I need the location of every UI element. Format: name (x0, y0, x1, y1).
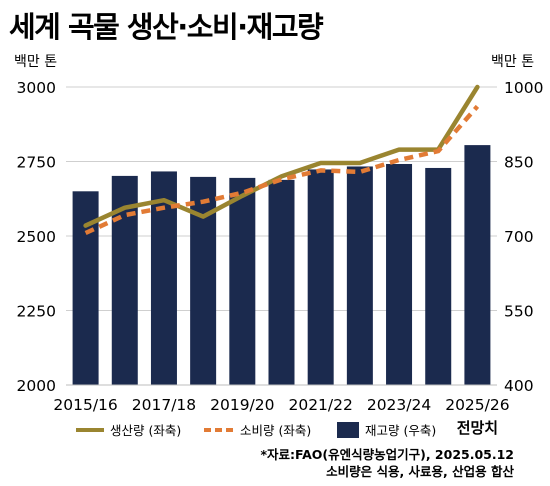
x-tick-label: 2015/16 (53, 396, 117, 414)
source-line-1: *자료:FAO(유엔식량농업기구), 2025.05.12 (260, 447, 514, 462)
y-left-unit-label: 백만 톤 (14, 54, 57, 70)
x-tick-label: 2019/20 (210, 396, 274, 414)
bar (268, 179, 295, 385)
line-series (83, 84, 480, 236)
y-right-tick-label: 700 (504, 228, 534, 246)
bar (386, 163, 413, 385)
y-left-tick-label: 2250 (17, 303, 56, 321)
consumption-line (84, 104, 480, 236)
source-note: *자료:FAO(유엔식량농업기구), 2025.05.12 소비량은 식용, 사… (260, 446, 514, 480)
y-right-unit-label: 백만 톤 (491, 54, 534, 70)
y-left-tick-label: 2750 (17, 154, 56, 172)
y-right-tick-label: 1000 (504, 79, 543, 97)
legend-label-consumption: 소비량 (좌축) (240, 423, 311, 438)
x-tick-label: 2025/26 (445, 396, 509, 414)
legend: 생산량 (좌축) 소비량 (좌축) 재고량 (우축) (76, 422, 436, 438)
axes: 2000 400 2250 550 2500 700 2750 850 3000 1000 백만 톤… (14, 54, 543, 437)
y-left-tick-label: 2500 (17, 228, 56, 246)
x-tick-label: 2023/24 (367, 396, 431, 414)
bar (425, 167, 452, 385)
bar (464, 145, 491, 385)
bar (307, 169, 334, 385)
y-left-tick-label: 3000 (17, 79, 56, 97)
source-line-2: 소비량은 식용, 사료용, 산업용 합산 (326, 464, 514, 479)
bar (190, 176, 217, 385)
bar (346, 166, 373, 385)
legend-label-inventory: 재고량 (우축) (365, 423, 436, 438)
x-tick-label: 2017/18 (132, 396, 196, 414)
y-right-tick-label: 550 (504, 303, 534, 321)
x-tick-label: 2021/22 (288, 396, 352, 414)
y-right-tick-label: 400 (504, 377, 534, 395)
y-right-tick-label: 850 (504, 154, 534, 172)
chart-title: 세계 곡물 생산·소비·재고량 (9, 10, 324, 44)
bar (229, 177, 256, 385)
legend-label-production: 생산량 (좌축) (110, 423, 181, 438)
forecast-label: 전망치 (457, 419, 498, 437)
legend-swatch-inventory (337, 422, 359, 438)
y-left-tick-label: 2000 (17, 377, 56, 395)
production-line (83, 84, 480, 228)
